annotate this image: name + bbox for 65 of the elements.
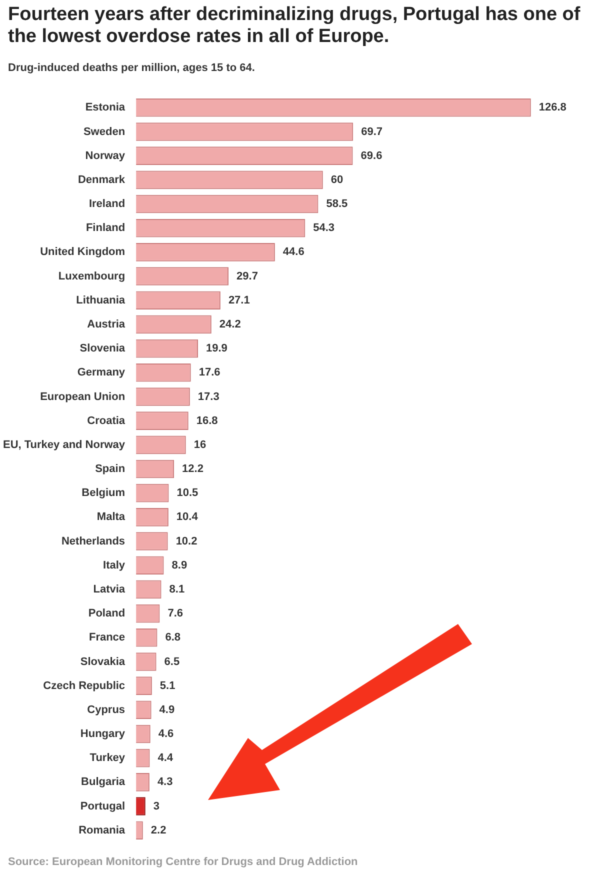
data-label: 58.5 (326, 198, 348, 210)
y-tick-label: Cyprus (87, 704, 126, 716)
y-tick-label: Lithuania (76, 294, 126, 306)
data-label: 6.8 (165, 632, 181, 644)
y-tick-label: Slovakia (80, 656, 126, 668)
data-label: 10.2 (176, 535, 198, 548)
chart-title: Fourteen years after decriminalizing drugs, Portugal has one of the lowest overdose rates in all of Europe. (8, 4, 582, 48)
data-label: 10.5 (176, 487, 198, 500)
y-tick-label: Luxembourg (58, 270, 126, 282)
data-label: 8.1 (169, 583, 185, 596)
y-tick-label: Estonia (85, 102, 126, 114)
data-label: 16 (194, 438, 206, 451)
y-tick-label: Austria (87, 318, 126, 330)
data-label: 16.8 (196, 414, 218, 427)
y-tick-label: Sweden (83, 126, 126, 138)
data-label: 7.6 (168, 608, 184, 620)
y-tick-label: United Kingdom (40, 246, 126, 258)
y-tick-label: Germany (77, 366, 126, 379)
y-tick-label: Portugal (80, 800, 126, 812)
y-tick-label: Turkey (90, 752, 126, 764)
y-tick-label: Finland (86, 222, 126, 234)
y-tick-label: Czech Republic (43, 680, 126, 692)
data-label: 4.9 (159, 704, 175, 716)
y-tick-label: Ireland (88, 198, 126, 210)
data-label: 29.7 (236, 270, 258, 282)
y-tick-label: Romania (78, 824, 126, 836)
y-tick-label: Netherlands (61, 535, 126, 548)
y-tick-label: Malta (96, 511, 126, 524)
data-label: 12.2 (182, 463, 204, 476)
data-label: 8.9 (172, 559, 188, 572)
data-label: 4.4 (158, 752, 174, 764)
y-tick-label: Latvia (93, 583, 126, 596)
data-label: 6.5 (164, 656, 180, 668)
data-label: 24.2 (219, 318, 241, 330)
data-label: 17.6 (198, 366, 220, 379)
y-tick-label: Slovenia (80, 342, 126, 355)
data-label: 10.4 (176, 511, 199, 524)
y-tick-label: Poland (88, 608, 126, 620)
data-label: 27.1 (228, 294, 250, 306)
data-label: 3 (153, 800, 160, 812)
y-tick-label: European Union (40, 390, 126, 403)
y-tick-label: Croatia (87, 414, 126, 427)
data-label: 44.6 (282, 246, 304, 258)
data-label: 4.6 (158, 728, 174, 740)
y-tick-label: Italy (103, 559, 126, 572)
data-label: 2.2 (150, 824, 166, 836)
data-label: 17.3 (198, 390, 220, 403)
y-tick-label: France (88, 632, 126, 644)
data-label: 69.7 (361, 126, 383, 138)
chart-subtitle: Drug-induced deaths per million, ages 15 to 64. (8, 62, 255, 74)
data-label: 5.1 (160, 680, 176, 692)
y-tick-label: Bulgaria (81, 776, 126, 788)
y-tick-label: EU, Turkey and Norway (2, 438, 126, 451)
data-label: 4.3 (157, 776, 173, 788)
data-label: 69.6 (360, 150, 382, 162)
source-note: Source: European Monitoring Centre for Drugs and Drug Addiction (8, 856, 358, 868)
data-label: 60 (330, 174, 344, 186)
y-tick-label: Norway (85, 150, 126, 162)
data-label: 54.3 (313, 222, 335, 234)
y-tick-label: Hungary (80, 728, 126, 740)
y-tick-label: Belgium (82, 487, 126, 500)
data-label: 126.8 (538, 102, 566, 114)
data-label: 19.9 (206, 342, 228, 355)
y-tick-label: Denmark (78, 174, 126, 186)
y-tick-label: Spain (95, 463, 126, 476)
